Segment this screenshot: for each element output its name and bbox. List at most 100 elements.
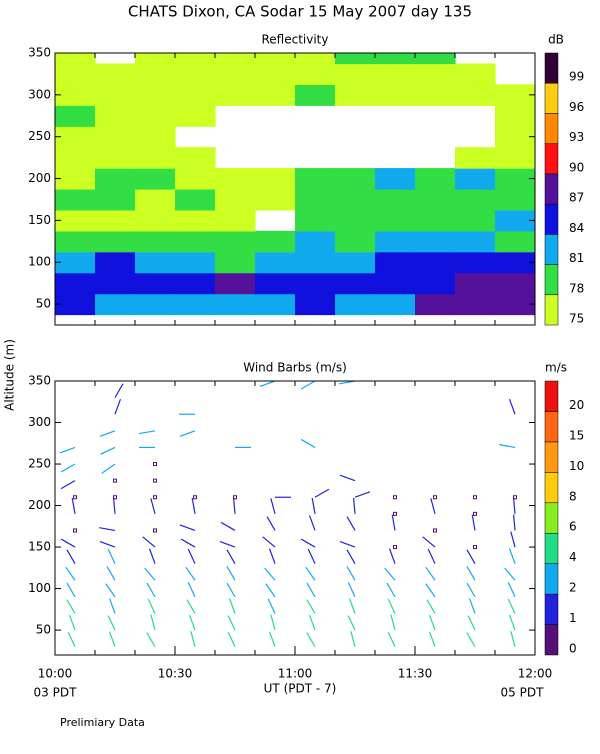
colorbar-tick-label: 75 xyxy=(569,312,584,326)
wind-barb xyxy=(339,474,356,482)
y-tick-label: 350 xyxy=(28,46,51,60)
wind-barb xyxy=(306,599,316,614)
colorbar-tick-label: 4 xyxy=(569,550,577,564)
contour-cell xyxy=(495,105,535,127)
contour-cell xyxy=(415,63,456,85)
contour-cell xyxy=(95,209,136,232)
wind-barb xyxy=(108,631,116,647)
colorbar-tick-label: 20 xyxy=(569,398,584,412)
wind-barb xyxy=(384,567,396,581)
colorbar-box xyxy=(544,502,559,534)
plot-frame xyxy=(54,380,536,656)
wind-barb xyxy=(107,548,116,564)
contour-cell xyxy=(255,293,296,316)
contour-cell xyxy=(415,230,456,253)
wind-barb xyxy=(507,582,516,598)
colorbar-box xyxy=(544,472,559,504)
wind-barb xyxy=(386,582,396,598)
wind-barb xyxy=(466,632,476,647)
contour-cell xyxy=(455,84,496,106)
contour-cell xyxy=(255,84,296,106)
colorbar-tick-label: 99 xyxy=(569,70,584,84)
colorbar-box xyxy=(544,441,559,473)
contour-cell xyxy=(255,251,296,274)
contour-cell xyxy=(295,189,336,211)
colorbar-tick-label: 93 xyxy=(569,130,584,144)
contour-cell xyxy=(135,251,176,274)
contour-cell xyxy=(95,168,136,190)
plots: Reflectivity50100150200250300350dB757881… xyxy=(28,33,584,681)
contour-cell xyxy=(95,272,136,295)
wind-barb xyxy=(226,549,236,564)
y-tick-label: 50 xyxy=(36,297,51,311)
contour-cell xyxy=(135,293,176,316)
contour-cell xyxy=(415,293,456,316)
colorbar-tick-label: 90 xyxy=(569,160,584,174)
y-tick-label: 100 xyxy=(28,581,51,595)
wind-barb xyxy=(510,631,516,647)
wind-barb xyxy=(233,497,236,514)
wind-barb xyxy=(267,598,276,614)
wind-barb xyxy=(266,516,276,531)
wind-barb xyxy=(114,383,124,398)
contour-cell xyxy=(55,105,96,127)
contour-cell xyxy=(415,53,456,65)
contour-cell xyxy=(495,272,535,295)
colorbar-box xyxy=(544,411,559,443)
contour-cell xyxy=(295,272,336,295)
colorbar-tick-label: 10 xyxy=(569,459,584,473)
plot-area xyxy=(59,381,517,647)
contour-cell xyxy=(55,63,96,85)
colorbar-box xyxy=(544,294,559,326)
contour-cell xyxy=(415,84,456,106)
calm-marker xyxy=(473,511,477,516)
contour-cell xyxy=(335,251,376,274)
calm-marker xyxy=(393,511,397,516)
calm-marker xyxy=(393,545,397,550)
contour-cell xyxy=(335,168,376,190)
colorbar-tick-label: 78 xyxy=(569,281,584,295)
x-tick-label: 10:30 xyxy=(158,667,193,681)
contour-cell xyxy=(175,168,216,190)
contour-cell xyxy=(255,168,296,190)
contour-cell xyxy=(375,63,416,85)
wind-barb xyxy=(347,615,356,631)
contour-cell xyxy=(455,230,496,253)
y-tick-label: 50 xyxy=(36,623,51,637)
colorbar-box xyxy=(544,380,559,412)
contour-cell xyxy=(95,63,136,85)
contour-cell xyxy=(95,230,136,253)
wind-barb xyxy=(190,631,196,647)
contour-cell xyxy=(415,209,456,232)
contour-cell xyxy=(215,168,256,190)
wind-barb xyxy=(508,398,516,415)
colorbar-tick-label: 6 xyxy=(569,520,577,534)
contour-cell xyxy=(55,168,96,190)
contour-cell xyxy=(455,189,496,211)
calm-marker xyxy=(393,495,397,500)
panel-title: Reflectivity xyxy=(261,33,328,47)
y-tick-label: 250 xyxy=(28,457,51,471)
wind-barb xyxy=(65,566,76,581)
y-tick-label: 200 xyxy=(28,498,51,512)
contour-cell xyxy=(335,230,376,253)
contour-cell xyxy=(55,251,96,274)
wind-barb xyxy=(219,541,236,548)
x-axis-label: UT (PDT - 7) xyxy=(264,682,337,696)
colorbar-box xyxy=(544,264,559,296)
wind-barb xyxy=(108,598,116,614)
wind-barb xyxy=(142,536,156,548)
y-axis-label: Altitude (m) xyxy=(3,339,17,411)
wind-barb xyxy=(508,548,516,564)
contour-cell xyxy=(175,189,216,211)
y-tick-label: 350 xyxy=(28,374,51,388)
wind-barb xyxy=(427,548,436,564)
colorbar-tick-label: 1 xyxy=(569,611,577,625)
calm-marker xyxy=(113,478,117,483)
colorbar-tick-label: 0 xyxy=(569,642,577,656)
contour-cell xyxy=(255,189,296,211)
y-tick-label: 300 xyxy=(28,415,51,429)
wind-barb xyxy=(425,583,436,598)
contour-cell xyxy=(455,147,496,169)
